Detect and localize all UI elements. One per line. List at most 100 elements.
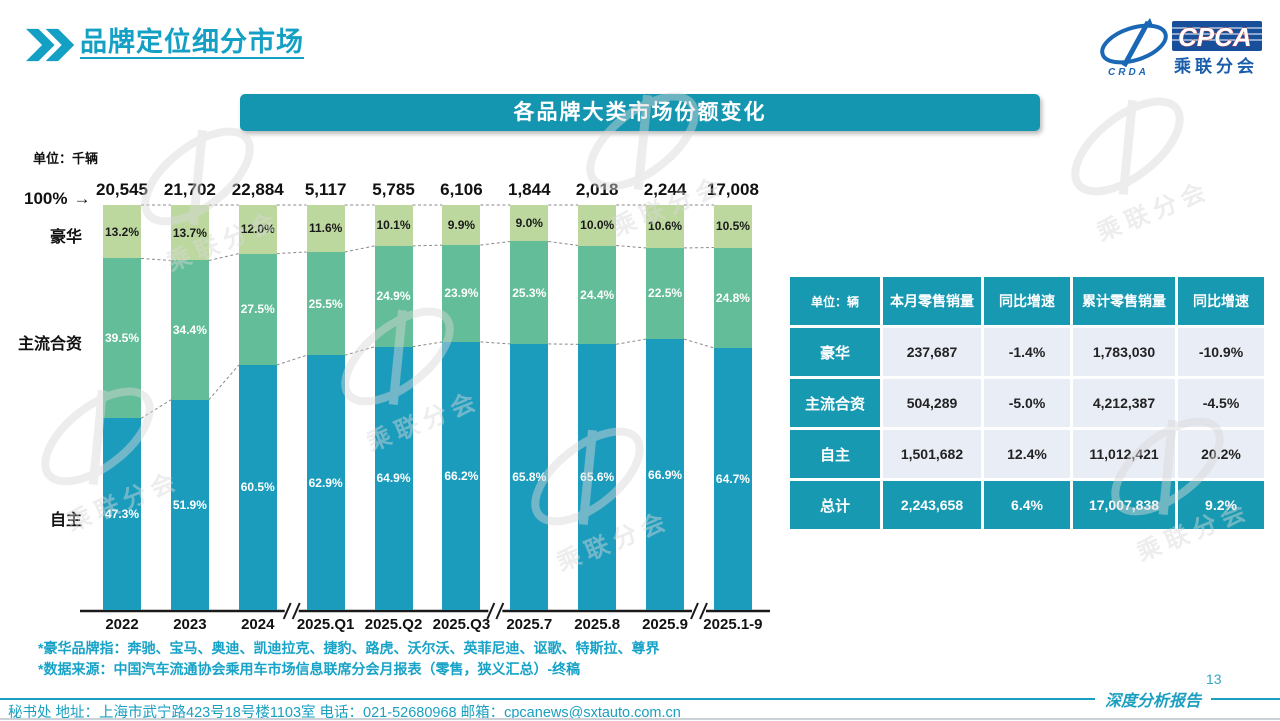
- segment-value-label: 60.5%: [240, 480, 275, 495]
- bar-total-label: 22,884: [231, 180, 284, 199]
- watermark-text: 乘联分会: [1093, 176, 1215, 247]
- table-column-header: 同比增速: [984, 277, 1070, 325]
- segment-value-label: 27.5%: [240, 302, 275, 317]
- table-unit-header: 单位：辆: [790, 277, 880, 325]
- watermark: 乘联分会: [1013, 65, 1256, 264]
- segment-自主: 64.9%: [374, 346, 413, 610]
- footnote-luxury-brands: *豪华品牌指：奔驰、宝马、奥迪、凯迪拉克、捷豹、路虎、沃尔沃、英菲尼迪、讴歌、特…: [38, 640, 660, 656]
- category-label-joint-venture: 主流合资: [17, 336, 82, 353]
- x-axis-tick-label: 2025.7: [506, 616, 553, 633]
- table-row-label: 豪华: [790, 328, 880, 376]
- x-axis-tick-label: 2025.Q2: [364, 616, 423, 633]
- table-cell: 17,007,838: [1073, 481, 1175, 529]
- axis-100-text: 100%: [24, 189, 68, 208]
- table-column-header: 同比增速: [1178, 277, 1264, 325]
- footnote-data-source: *数据来源：中国汽车流通协会乘用车市场信息联席分会月报表（零售，狭义汇总）-终稿: [38, 661, 581, 677]
- segment-value-label: 64.7%: [715, 471, 750, 486]
- segment-value-label: 9.9%: [447, 218, 476, 233]
- stacked-bar-2025.8: 10.0% 24.4% 65.6%: [578, 205, 617, 610]
- page-title: 品牌定位细分市场: [80, 27, 304, 57]
- table-cell: 12.4%: [984, 430, 1070, 478]
- table-cell: -10.9%: [1178, 328, 1264, 376]
- segment-value-label: 9.0%: [515, 216, 543, 231]
- stacked-bar-2024: 12.0% 27.5% 60.5%: [238, 205, 277, 610]
- stacked-bar-2025.1-9: 10.5% 24.8% 64.7%: [713, 205, 752, 610]
- segment-豪华: 13.7%: [170, 205, 209, 261]
- table-cell: 9.2%: [1178, 481, 1264, 529]
- segment-自主: 60.5%: [238, 364, 277, 610]
- table-cell: 4,212,387: [1073, 379, 1175, 427]
- chart-title-banner: 各品牌大类市场份额变化: [240, 94, 1040, 131]
- org-name-cn: 乘联分会: [1173, 56, 1258, 76]
- bar-total-label: 1,844: [507, 180, 551, 199]
- cpca-text: CPCA: [1178, 22, 1252, 52]
- x-axis-tick-label: 2025.Q3: [432, 616, 491, 633]
- segment-主流合资: 34.4%: [170, 260, 209, 400]
- bar-total-label: 2,018: [575, 180, 619, 199]
- stacked-bar-chart: 13.2% 39.5% 47.3% 20,545 2022 13.7% 34.4% 51.9%…: [80, 180, 770, 633]
- segment-value-label: 23.9%: [444, 286, 479, 301]
- segment-自主: 65.8%: [510, 343, 549, 610]
- segment-value-label: 11.6%: [308, 221, 343, 236]
- stacked-bar-2022: 13.2% 39.5% 47.3%: [103, 205, 141, 610]
- x-axis-tick-label: 2022: [105, 616, 139, 633]
- sales-summary-table: 单位：辆 本月零售销量 同比增速 累计零售销量 同比增速 豪华 237,687 -1.4% 1,…: [790, 277, 1264, 529]
- segment-value-label: 13.2%: [104, 224, 140, 239]
- table-cell: 20.2%: [1178, 430, 1264, 478]
- segment-豪华: 9.0%: [510, 205, 549, 242]
- segment-主流合资: 25.3%: [510, 241, 549, 344]
- segment-豪华: 9.9%: [442, 205, 481, 246]
- segment-value-label: 66.2%: [444, 468, 479, 483]
- table-cell: 237,687: [883, 328, 981, 376]
- table-cell: -5.0%: [984, 379, 1070, 427]
- segment-value-label: 13.7%: [172, 225, 207, 240]
- page-number: 13: [1206, 671, 1222, 687]
- stacked-bar-2025.Q1: 11.6% 25.5% 62.9%: [306, 205, 345, 610]
- table-row-label: 主流合资: [790, 379, 880, 427]
- x-axis-tick-label: 2023: [173, 616, 207, 633]
- segment-value-label: 12.0%: [240, 222, 275, 237]
- stacked-bar-2025.Q2: 10.1% 24.9% 64.9%: [374, 205, 413, 610]
- segment-value-label: 51.9%: [172, 497, 207, 512]
- x-axis-tick-label: 2025.9: [642, 616, 688, 633]
- segment-value-label: 10.5%: [715, 219, 750, 234]
- table-cell: 2,243,658: [883, 481, 981, 529]
- segment-自主: 66.2%: [442, 341, 481, 610]
- chart-unit-label: 单位：千辆: [33, 151, 99, 166]
- segment-主流合资: 27.5%: [238, 253, 277, 365]
- segment-value-label: 39.5%: [104, 331, 140, 346]
- table-row-label: 自主: [790, 430, 880, 478]
- bar-total-label: 2,244: [643, 180, 687, 199]
- segment-value-label: 66.9%: [648, 467, 683, 482]
- table-cell: 1,501,682: [883, 430, 981, 478]
- category-label-luxury: 豪华: [49, 229, 82, 246]
- bar-total-label: 21,702: [163, 180, 216, 199]
- segment-豪华: 12.0%: [238, 205, 277, 254]
- segment-value-label: 24.4%: [580, 287, 615, 302]
- stacked-bar-2025.Q3: 9.9% 23.9% 66.2%: [442, 205, 481, 610]
- x-axis-tick-label: 2025.8: [574, 616, 621, 633]
- segment-value-label: 24.8%: [715, 290, 750, 305]
- segment-value-label: 62.9%: [308, 475, 343, 490]
- table-column-header: 累计零售销量: [1073, 277, 1175, 325]
- segment-value-label: 47.3%: [104, 507, 140, 522]
- footer-contact-info: 秘书处 地址：上海市武宁路423号18号楼1103室 电话：021-526809…: [8, 705, 681, 721]
- chart-connector-lines: [80, 204, 770, 620]
- bottom-divider: [0, 718, 1280, 720]
- segment-豪华: 10.6%: [646, 205, 685, 248]
- segment-豪华: 10.0%: [578, 205, 617, 246]
- category-label-domestic: 自主: [49, 512, 82, 529]
- segment-value-label: 10.6%: [648, 219, 683, 234]
- segment-value-label: 25.3%: [512, 285, 547, 300]
- segment-主流合资: 24.8%: [713, 247, 752, 348]
- table-column-header: 本月零售销量: [883, 277, 981, 325]
- segment-主流合资: 24.9%: [374, 245, 413, 347]
- segment-value-label: 24.9%: [376, 289, 411, 304]
- footer-divider: [0, 698, 1280, 700]
- stacked-bar-2023: 13.7% 34.4% 51.9%: [170, 205, 209, 610]
- bar-total-label: 17,008: [706, 180, 759, 199]
- segment-主流合资: 39.5%: [103, 258, 141, 419]
- segment-自主: 66.9%: [646, 339, 685, 610]
- bar-total-label: 20,545: [96, 180, 148, 199]
